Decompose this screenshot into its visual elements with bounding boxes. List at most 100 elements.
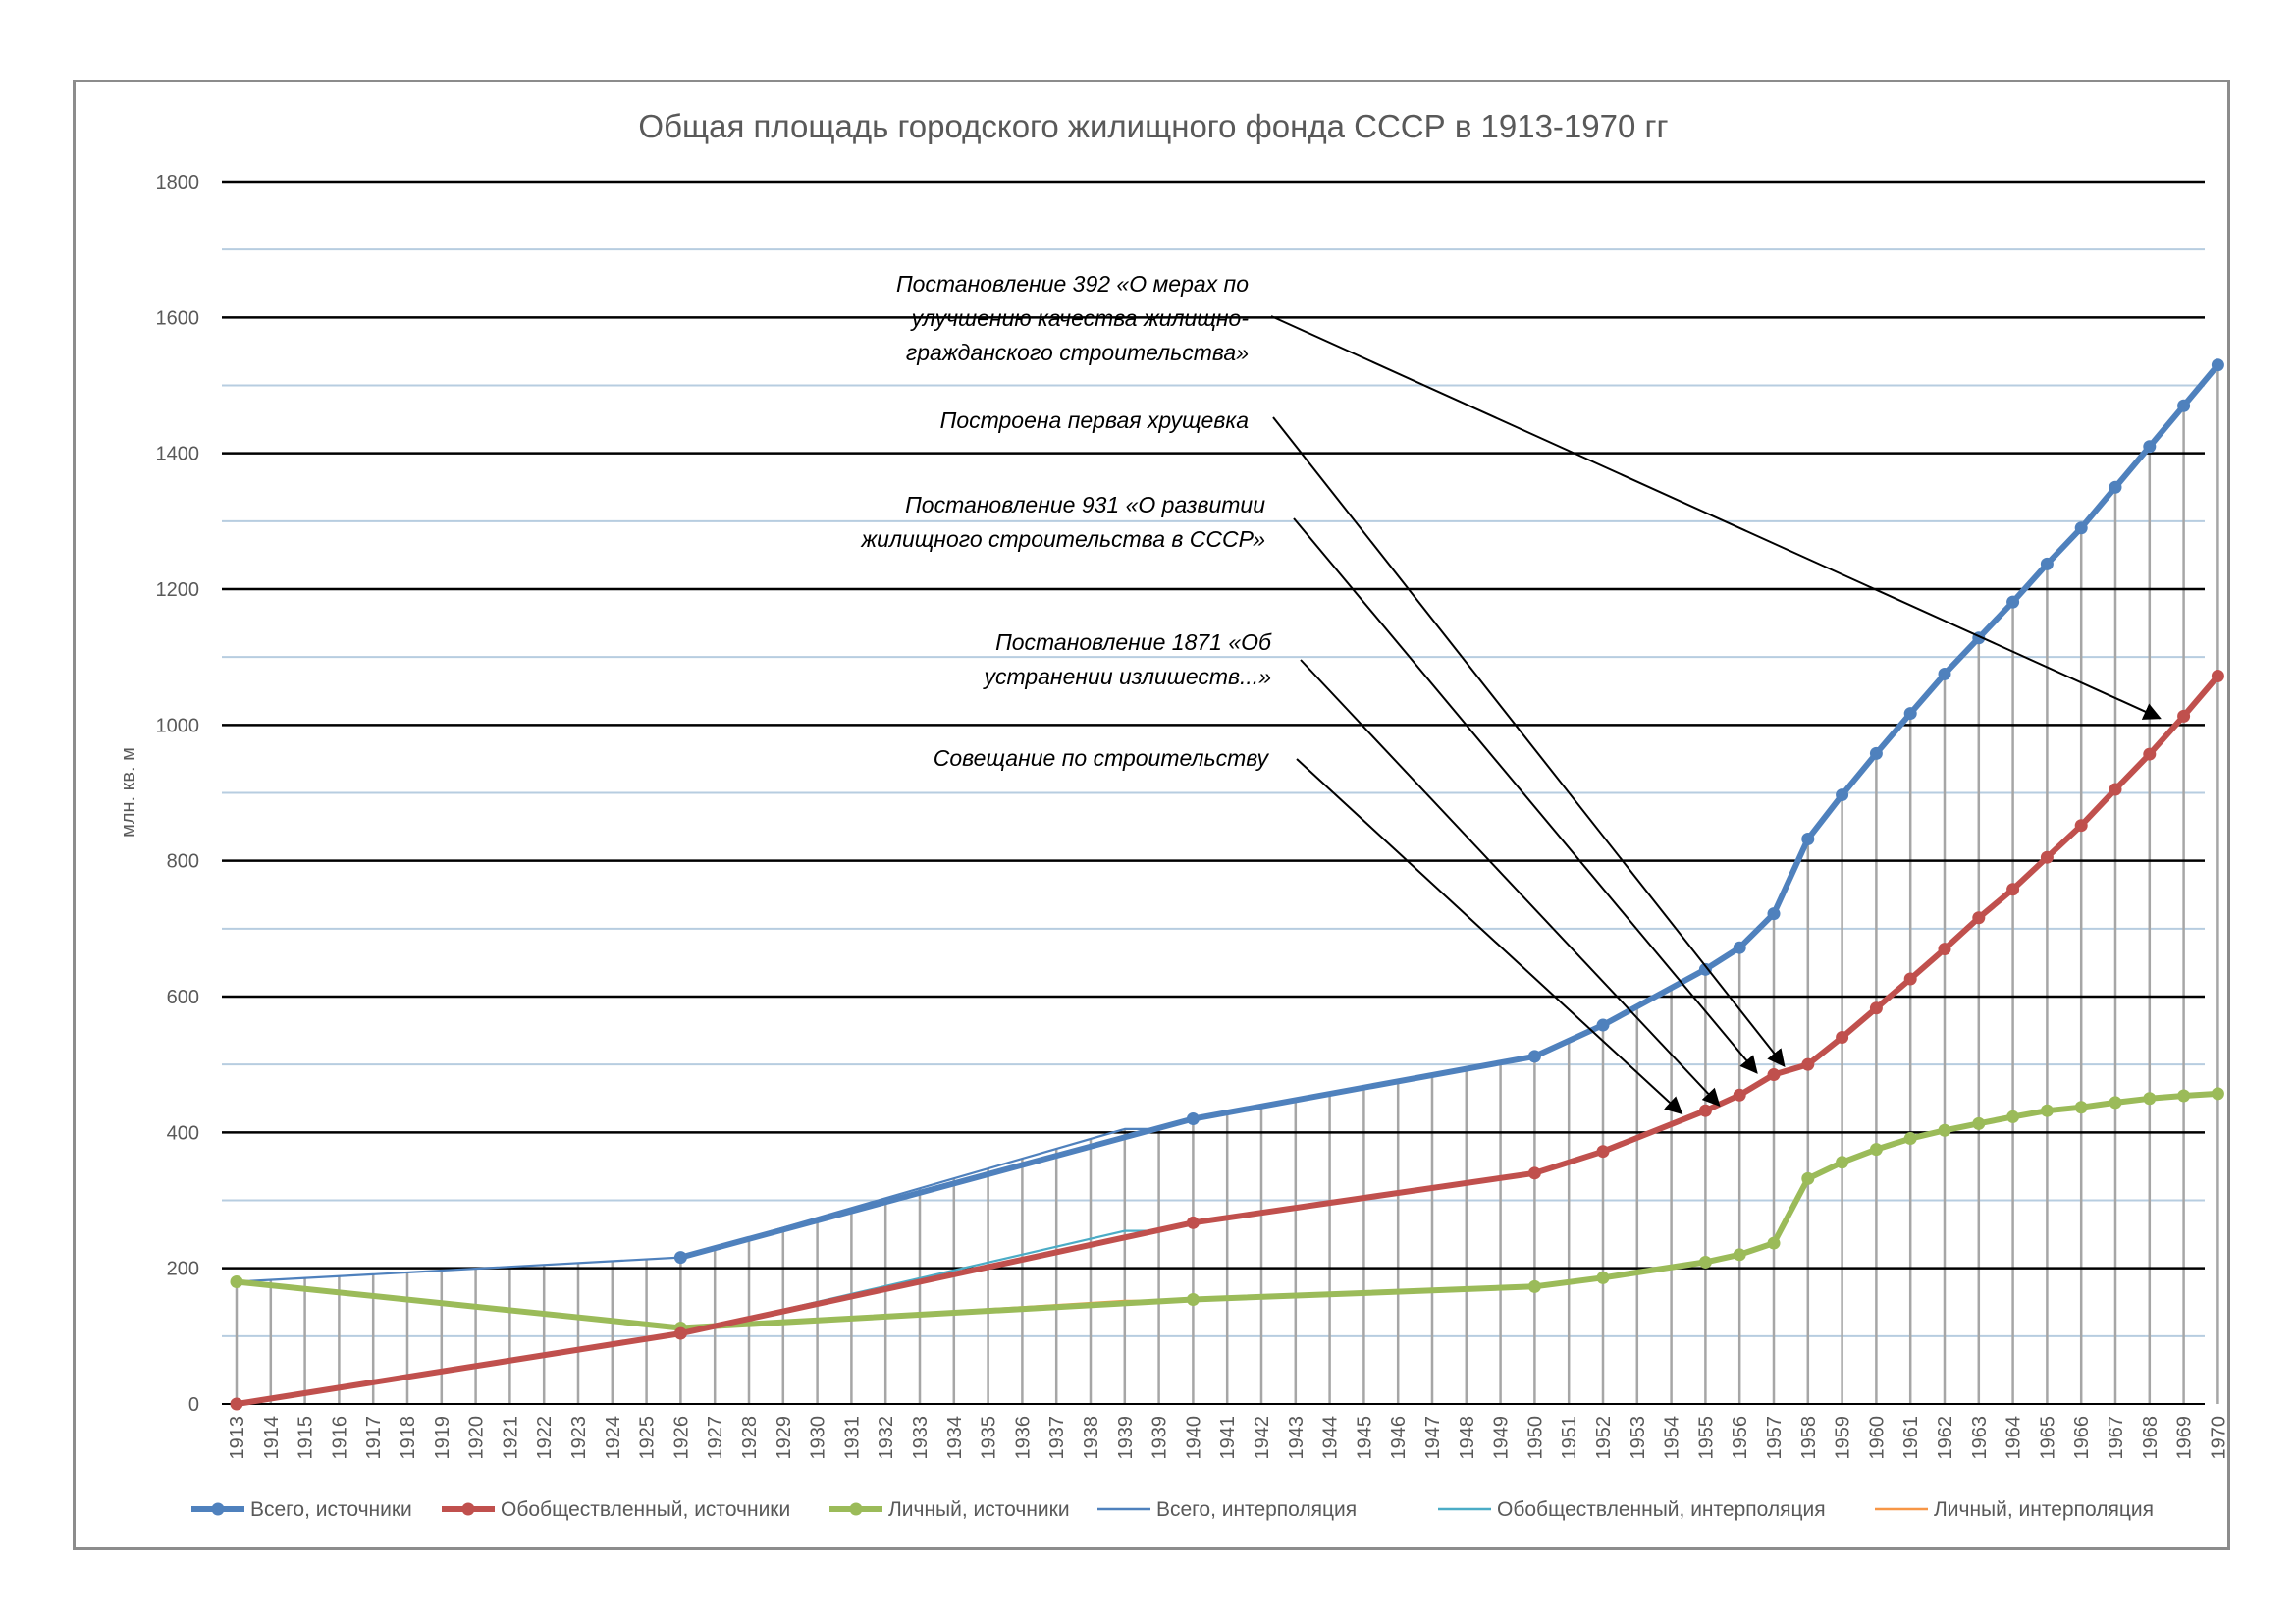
series-point [1767,1068,1781,1082]
x-tick-label: 1965 [2037,1416,2058,1460]
y-tick-label: 400 [167,1122,199,1144]
x-tick-label: 1926 [670,1416,692,1460]
series-point [230,1275,243,1288]
series-point [1596,1145,1610,1159]
x-tick-label: 1969 [2174,1416,2196,1460]
x-tick-label: 1962 [1935,1416,1956,1460]
x-tick-label: 1932 [876,1416,897,1460]
series-point [1938,667,1951,680]
x-tick-label: 1930 [808,1416,829,1460]
series-point [2074,1101,2088,1114]
x-tick-label: 1934 [944,1416,966,1460]
x-tick-label: 1961 [1900,1416,1922,1460]
x-tick-label: 1959 [1833,1416,1854,1460]
series-point [1801,833,1815,846]
x-tick-label: 1914 [261,1416,283,1460]
legend-marker [211,1502,225,1516]
series-point [1596,1018,1610,1032]
series-point [1801,1057,1815,1071]
legend-label: Обобществленный, интерполяция [1497,1498,1826,1521]
x-tick-label: 1929 [774,1416,795,1460]
series-line [236,1110,1706,1406]
y-tick-label: 1400 [156,444,200,465]
series-point [1186,1112,1200,1125]
x-tick-label: 1920 [466,1416,488,1460]
series-point [1903,1132,1917,1146]
legend-label: Личный, источники [888,1498,1070,1521]
x-tick-label: 1967 [2106,1416,2127,1460]
x-tick-label: 1950 [1524,1416,1546,1460]
x-tick-label: 1944 [1320,1416,1342,1460]
series-point [1836,788,1849,802]
annotation-text: Постановление 1871 «Об [995,629,1272,655]
series-point [230,1397,243,1411]
legend-label: Обобществленный, источники [501,1498,790,1521]
annotation-arrow [1270,315,2162,720]
x-tick-label: 1924 [603,1416,624,1460]
series-line [679,362,2220,1261]
series-point [1972,911,1986,925]
x-tick-label: 1916 [329,1416,350,1460]
series-point [1186,1292,1200,1306]
series-point [1527,1050,1541,1063]
annotation-text: улучшению качества жилищно- [910,305,1250,331]
x-tick-label: 1956 [1730,1416,1751,1460]
x-tick-label: 1918 [398,1416,419,1460]
series-point [1767,1236,1781,1250]
legend-label: Всего, интерполяция [1156,1498,1357,1521]
x-tick-label: 1952 [1593,1416,1615,1460]
series-point [2177,709,2191,723]
x-tick-label: 1955 [1695,1416,1717,1460]
x-tick-label: 1935 [979,1416,1000,1460]
series-point [2177,1089,2191,1103]
annotation-text: Постановление 392 «О мерах по [896,271,1249,297]
x-tick-label: 1933 [910,1416,932,1460]
series-point [673,1326,687,1340]
series-point [2040,1104,2054,1117]
drop-lines [235,364,2219,1404]
annotation-layer: Постановление 392 «О мерах по улучшению к… [860,271,2162,1115]
series-point [2143,440,2157,454]
series-point [1903,972,1917,986]
x-tick-label: 1923 [568,1416,590,1460]
series-point [1869,1143,1883,1157]
annotation-text: устранении излишеств...» [982,664,1271,689]
x-tick-label: 1913 [227,1416,248,1460]
annotation-text: жилищного строительства в СССР» [860,526,1265,552]
y-tick-label: 1800 [156,172,200,193]
x-tick-label: 1966 [2071,1416,2093,1460]
series-point [2109,1096,2122,1110]
x-tick-label: 1949 [1491,1416,1513,1460]
series-point [1903,707,1917,721]
series-point [1596,1271,1610,1284]
annotation-text: Постановление 931 «О развитии [905,492,1265,517]
y-tick-label: 800 [167,851,199,873]
series-point [1869,746,1883,760]
x-tick-label: 1943 [1286,1416,1308,1460]
series-point [1186,1216,1200,1229]
x-tick-label: 1940 [1183,1416,1204,1460]
x-tick-label: 1921 [500,1416,521,1460]
minor-gridlines [222,248,2205,1337]
x-tick-label: 1948 [1457,1416,1478,1460]
annotation-text: Построена первая хрущевка [940,407,1249,433]
y-tick-label: 0 [188,1394,199,1416]
series-point [2006,883,2020,896]
legend-label: Всего, источники [250,1498,412,1521]
series-point [2040,850,2054,864]
series-point [1767,907,1781,921]
x-tick-label: 1964 [2003,1416,2025,1460]
series-point [1938,943,1951,956]
legend-marker [849,1502,863,1516]
series-point [1733,1088,1746,1102]
x-tick-label: 1963 [1969,1416,1991,1460]
x-tick-label: 1937 [1046,1416,1068,1460]
x-tick-label: 1958 [1798,1416,1820,1460]
x-tick-label: 1917 [363,1416,385,1460]
legend-label: Личный, интерполяция [1934,1498,2154,1521]
y-tick-label: 1600 [156,307,200,329]
x-tick-label: 1936 [1012,1416,1034,1460]
y-tick-label: 200 [167,1259,199,1280]
series-point [1801,1171,1815,1185]
